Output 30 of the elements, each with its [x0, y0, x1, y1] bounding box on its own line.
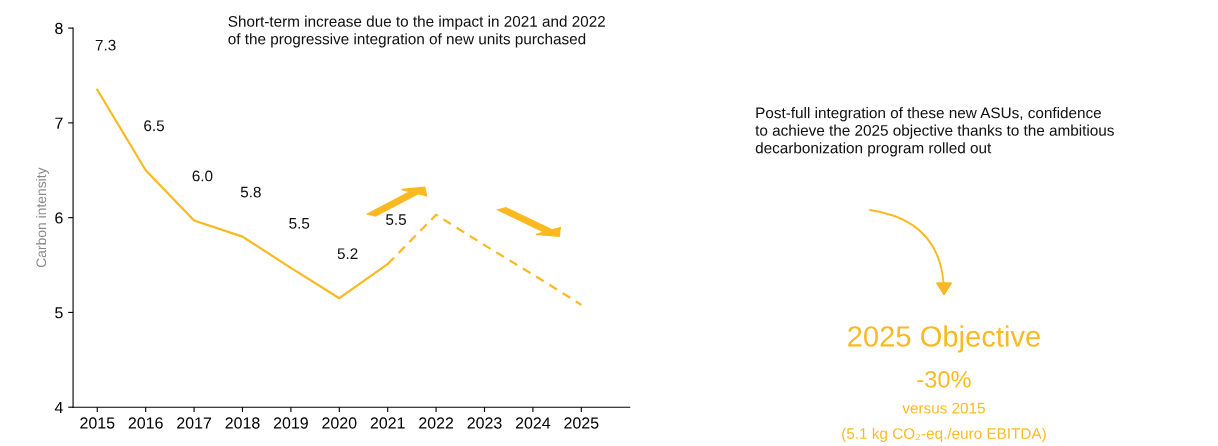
text: (5.1 kg CO₂-eq./euro EBITDA) — [842, 427, 1046, 442]
x-tick-label: 2024 — [515, 417, 551, 429]
y-tick-label: 4 — [54, 402, 63, 413]
y-tick-label: 5 — [55, 307, 63, 319]
x-tick-label: 2025 — [564, 417, 599, 429]
x-tick-label: 2016 — [128, 417, 163, 429]
x-tick-label: 2020 — [322, 417, 357, 429]
data-label: 7.3 — [95, 39, 116, 51]
data-label: 6.5 — [144, 120, 164, 132]
data-label: 5.2 — [337, 248, 358, 260]
x-tick-label: 2021 — [370, 417, 405, 429]
text: 2025 Objective — [848, 325, 1040, 353]
text: -30% — [917, 370, 971, 388]
x-tick-label: 2017 — [177, 417, 212, 429]
x-tick-label: 2015 — [80, 417, 115, 429]
x-tick-label: 2018 — [225, 417, 260, 429]
y-tick-label: 8 — [55, 22, 63, 35]
text: Post-full integration of these new ASUs, confidence to achieve the 2025 objective thanks to the ambitious decarbonization program rolled out — [755, 107, 1114, 157]
data-label: 5.5 — [386, 214, 407, 225]
x-tick-label: 2019 — [273, 417, 308, 429]
annotation: Short-term increase due to the impact in 2021 and 2022 of the progressive integration of new units purchased — [228, 15, 605, 48]
y-axis-title: Carbon intensity — [35, 167, 49, 268]
x-tick-label: 2022 — [419, 417, 454, 429]
data-label: 5.5 — [289, 218, 310, 229]
x-tick-label: 2023 — [467, 417, 502, 429]
data-label: 5.8 — [240, 186, 261, 198]
y-tick-label: 6 — [55, 212, 63, 224]
data-label: 6.0 — [192, 170, 213, 182]
y-tick-label: 7 — [55, 117, 63, 129]
text: versus 2015 — [902, 402, 985, 414]
